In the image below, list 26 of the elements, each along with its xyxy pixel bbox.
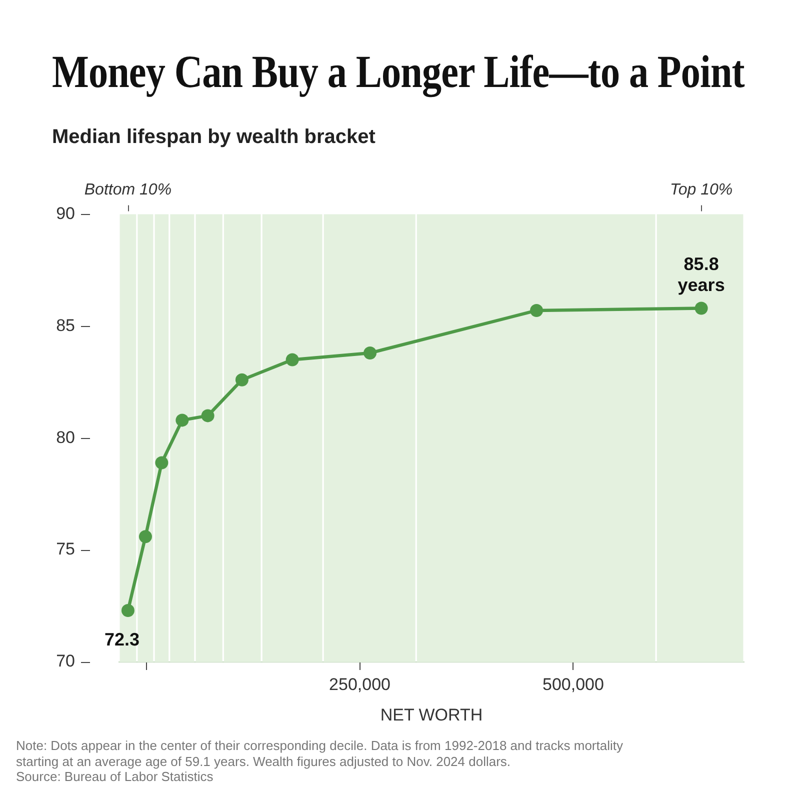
- y-tick-label: 85: [56, 316, 75, 335]
- chart-title: Money Can Buy a Longer Life—to a Point: [52, 45, 744, 100]
- point: [155, 456, 168, 470]
- source-note: Source: Bureau of Labor Statistics: [16, 769, 214, 784]
- chart-subtitle: Median lifespan by wealth bracket: [52, 125, 376, 150]
- data-label: 72.3: [104, 629, 140, 650]
- point: [364, 346, 377, 360]
- y-tick-label: 70: [56, 652, 75, 671]
- y-tick-label: 90: [56, 204, 75, 223]
- x-tick-label: 500,000: [542, 674, 604, 694]
- y-tick-label: 75: [56, 540, 75, 559]
- y-tick-label: 80: [56, 428, 75, 447]
- point: [138, 530, 152, 544]
- point: [176, 414, 189, 427]
- point: [235, 373, 248, 386]
- data-label: 85.8 years: [678, 254, 725, 296]
- annotation: Top 10%: [670, 182, 733, 199]
- annotation: Bottom 10%: [84, 182, 172, 199]
- point: [694, 302, 708, 315]
- point: [530, 304, 544, 317]
- text: Note: Dots appear in the center of their corresponding decile. Data is from 1992-2018 and tracks mortality starting at an average age of 59.1 years. Wealth figures adjusted to Nov. 2024 dollars.: [16, 738, 624, 769]
- point: [201, 409, 214, 422]
- point: [286, 353, 299, 366]
- point: [121, 604, 134, 618]
- x-tick-label: 250,000: [329, 674, 391, 694]
- x-axis-title: NET WORTH: [380, 705, 483, 724]
